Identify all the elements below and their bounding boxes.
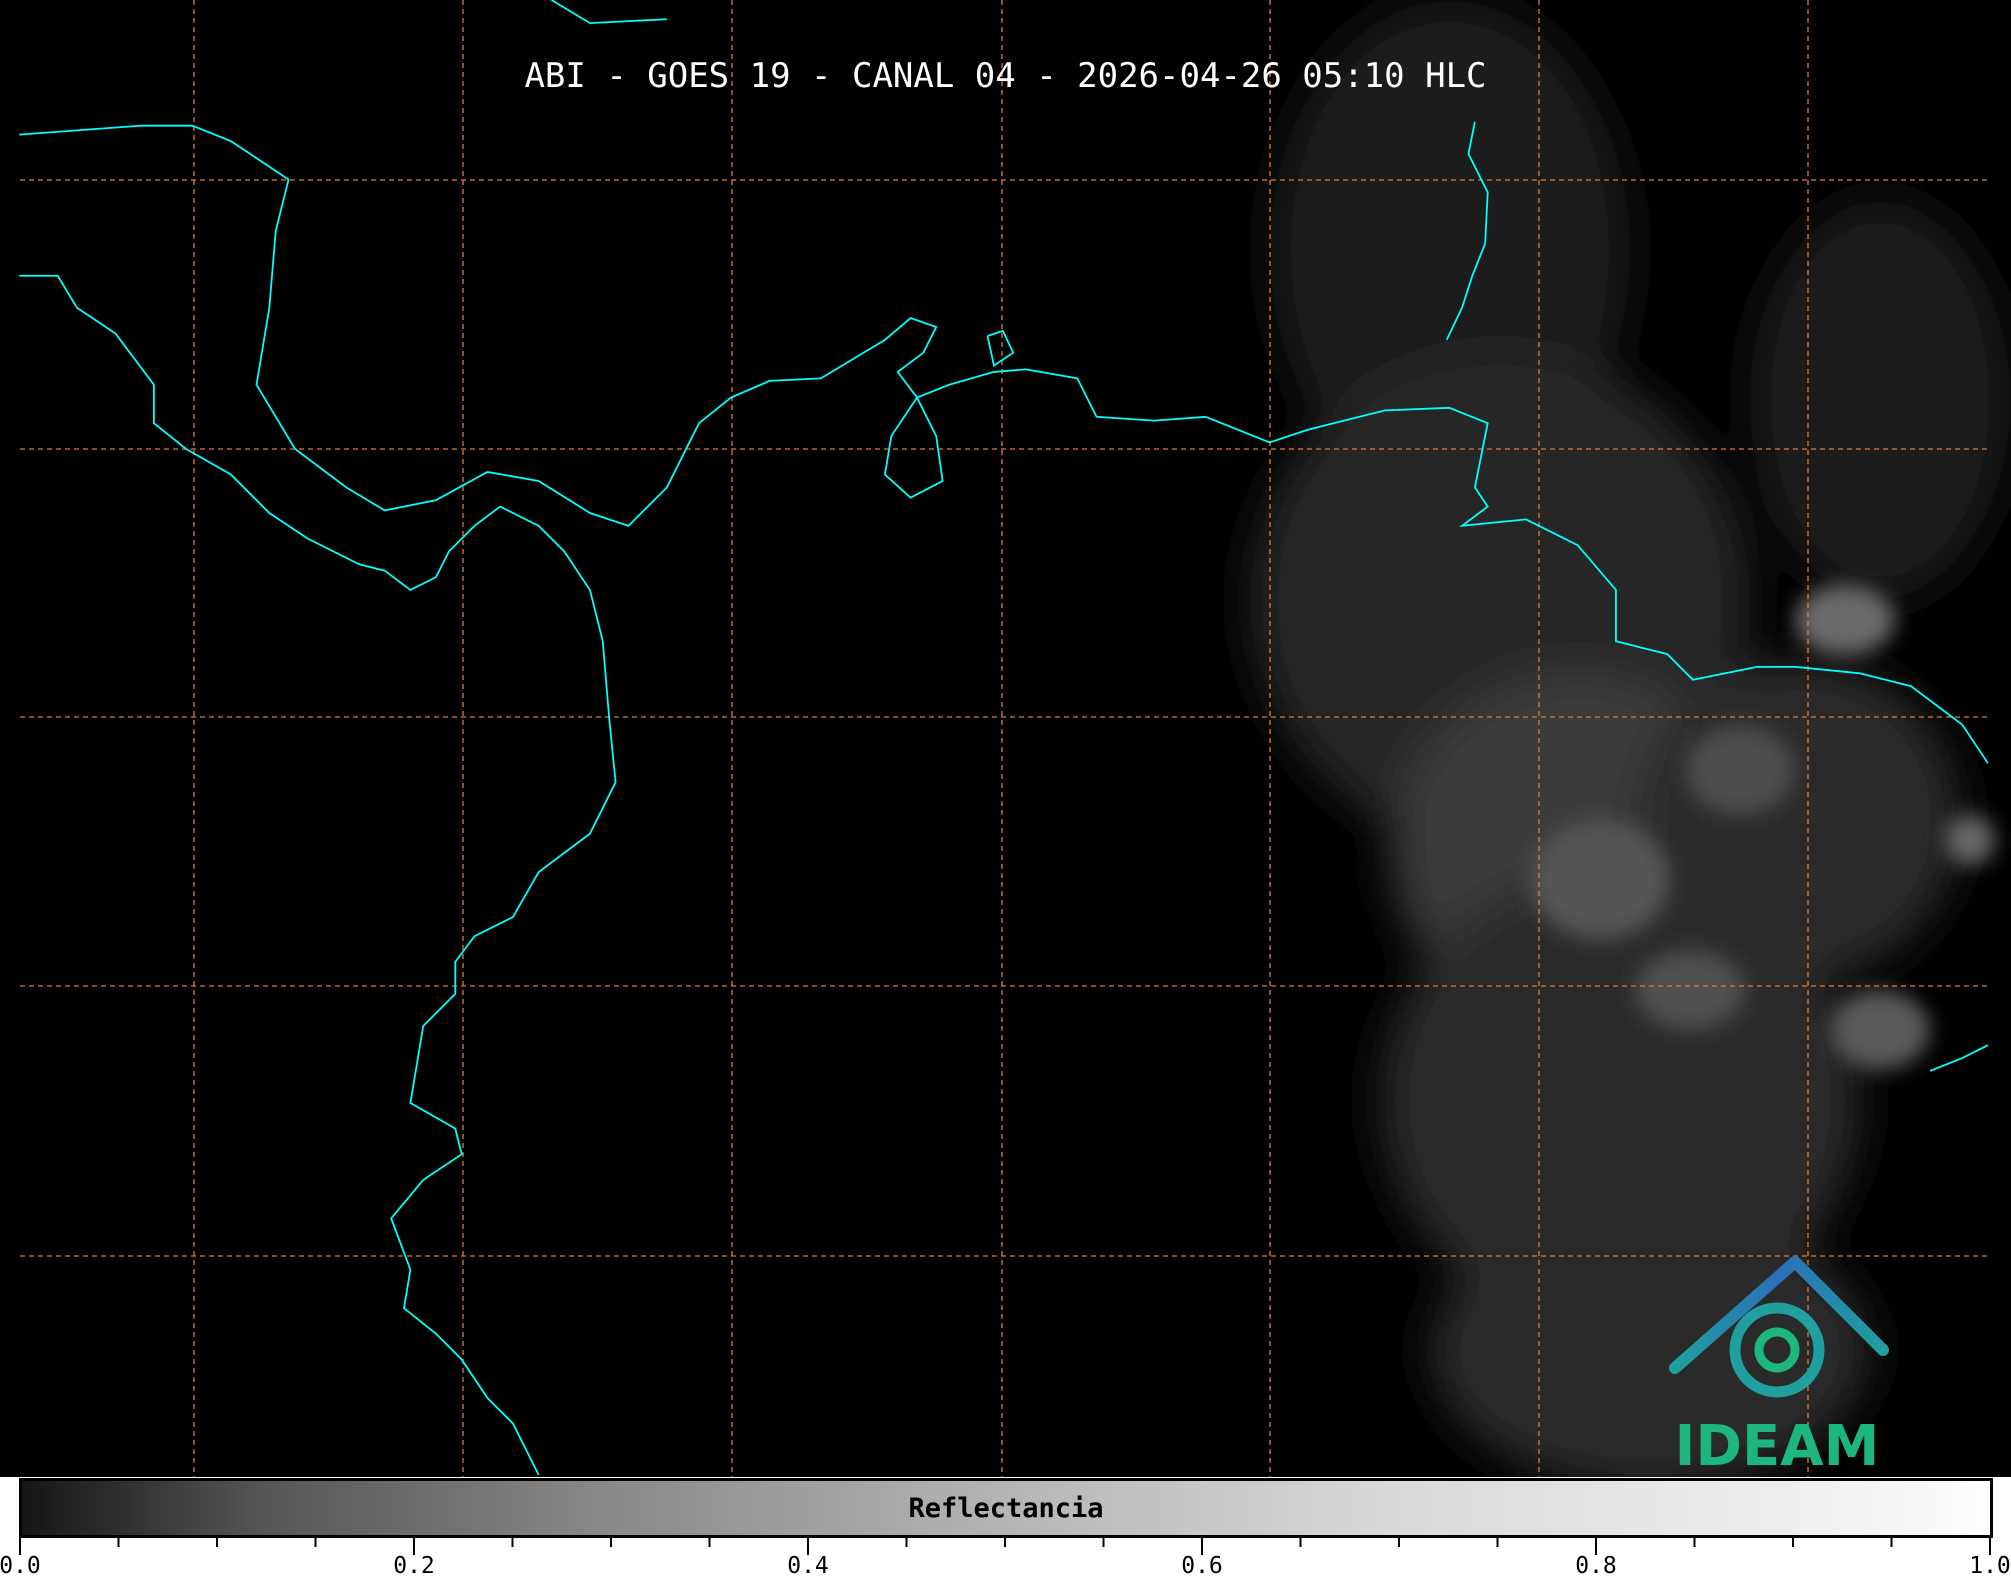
logo-roof-icon xyxy=(1669,1256,1889,1374)
bright-cloud-cells xyxy=(1530,585,1995,1070)
coastlines xyxy=(19,0,1989,1476)
island-coastline xyxy=(986,329,1015,367)
logo-spiral-icon xyxy=(1729,1302,1825,1398)
colorbar-tick-label: 1.0 xyxy=(1969,1553,2011,1577)
image-title: ABI - GOES 19 - CANAL 04 - 2026-04-26 05… xyxy=(524,56,1487,96)
colorbar-tick-label: 0.8 xyxy=(1575,1553,1617,1577)
colorbar: Reflectancia xyxy=(19,1478,1993,1538)
east-coastline xyxy=(1929,1044,1989,1072)
island-chain xyxy=(1445,121,1489,341)
colorbar-ticks xyxy=(19,1535,1991,1555)
colorbar-label: Reflectancia xyxy=(908,1493,1104,1524)
peninsula-coastline xyxy=(883,397,944,499)
lat-lon-gridlines xyxy=(20,0,1990,1477)
pacific-coastline xyxy=(19,274,617,1476)
colorbar-tick-label: 0.4 xyxy=(787,1553,829,1577)
colorbar-tick-label: 0.6 xyxy=(1181,1553,1223,1577)
colorbar-tick-label: 0.2 xyxy=(393,1553,435,1577)
ideam-logo: IDEAM xyxy=(1669,1256,1889,1479)
caribbean-coastline xyxy=(19,124,1989,764)
north-coastline xyxy=(551,0,667,24)
satellite-map: IDEAM ABI - GOES 19 - CANAL 04 - 2026-04… xyxy=(0,0,2011,1490)
map-canvas: IDEAM xyxy=(19,0,2010,1490)
logo-wordmark: IDEAM xyxy=(1675,1414,1880,1477)
cloud-field xyxy=(1250,0,2010,1490)
colorbar-tick-label: 0.0 xyxy=(0,1553,41,1577)
